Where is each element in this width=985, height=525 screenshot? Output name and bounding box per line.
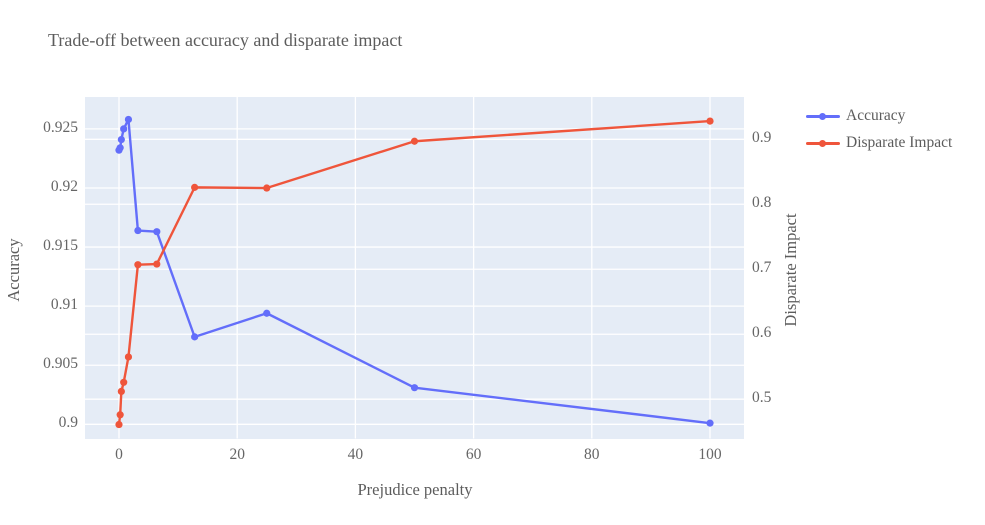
accuracy-line-swatch-icon (806, 106, 840, 126)
legend: Accuracy Disparate Impact (806, 106, 952, 153)
legend-label-disparate-impact: Disparate Impact (846, 134, 953, 151)
data-point[interactable] (191, 183, 199, 191)
ytick-left-label: 0.905 (43, 355, 78, 373)
data-point[interactable] (117, 387, 125, 395)
data-point[interactable] (116, 411, 124, 419)
data-point[interactable] (124, 353, 133, 361)
data-point[interactable] (410, 384, 419, 392)
left-axis-title: Accuracy (4, 238, 23, 302)
ytick-left-label: 0.92 (50, 177, 78, 195)
series-line-disparate-impact (117, 119, 711, 425)
ytick-right-label: 0.5 (752, 389, 772, 407)
legend-entry-accuracy[interactable]: Accuracy (806, 106, 952, 126)
legend-label-accuracy: Accuracy (846, 107, 906, 124)
gridlines (85, 97, 744, 439)
data-point[interactable] (706, 117, 714, 125)
data-point[interactable] (410, 137, 419, 145)
chart-title: Trade-off between accuracy and disparate… (48, 30, 403, 50)
ytick-right-label: 0.9 (752, 129, 772, 147)
x-axis-title: Prejudice penalty (357, 480, 473, 499)
data-point[interactable] (124, 115, 133, 124)
data-point[interactable] (134, 261, 142, 269)
data-point[interactable] (117, 135, 125, 144)
ytick-right-label: 0.6 (752, 324, 772, 342)
series-line-accuracy (117, 118, 711, 425)
xtick-label: 40 (347, 446, 364, 463)
data-point[interactable] (153, 228, 161, 236)
data-point[interactable] (134, 226, 142, 235)
ytick-left-label: 0.925 (43, 118, 78, 136)
ytick-right-label: 0.7 (752, 259, 772, 277)
data-point[interactable] (153, 260, 161, 268)
xtick-label: 80 (584, 446, 600, 463)
ytick-left-label: 0.915 (43, 237, 78, 255)
data-point[interactable] (120, 378, 128, 386)
xtick-label: 0 (115, 446, 123, 463)
ytick-right-label: 0.8 (752, 194, 772, 212)
xtick-label: 100 (698, 446, 722, 463)
data-point[interactable] (120, 125, 128, 133)
data-point[interactable] (263, 309, 271, 317)
data-point[interactable] (116, 144, 124, 152)
series-layer (115, 115, 714, 429)
disparate-impact-line-swatch-icon (806, 133, 840, 153)
legend-entry-disparate-impact[interactable]: Disparate Impact (806, 133, 952, 153)
xtick-label: 60 (465, 446, 482, 463)
plot-area[interactable] (85, 97, 744, 439)
data-point[interactable] (191, 333, 199, 341)
ytick-left-label: 0.91 (50, 296, 78, 314)
data-point[interactable] (115, 420, 123, 429)
data-point[interactable] (263, 184, 271, 192)
data-point[interactable] (706, 419, 714, 427)
right-axis-title: Disparate Impact (781, 213, 800, 327)
ytick-left-label: 0.9 (58, 414, 78, 432)
xtick-label: 20 (229, 446, 245, 463)
